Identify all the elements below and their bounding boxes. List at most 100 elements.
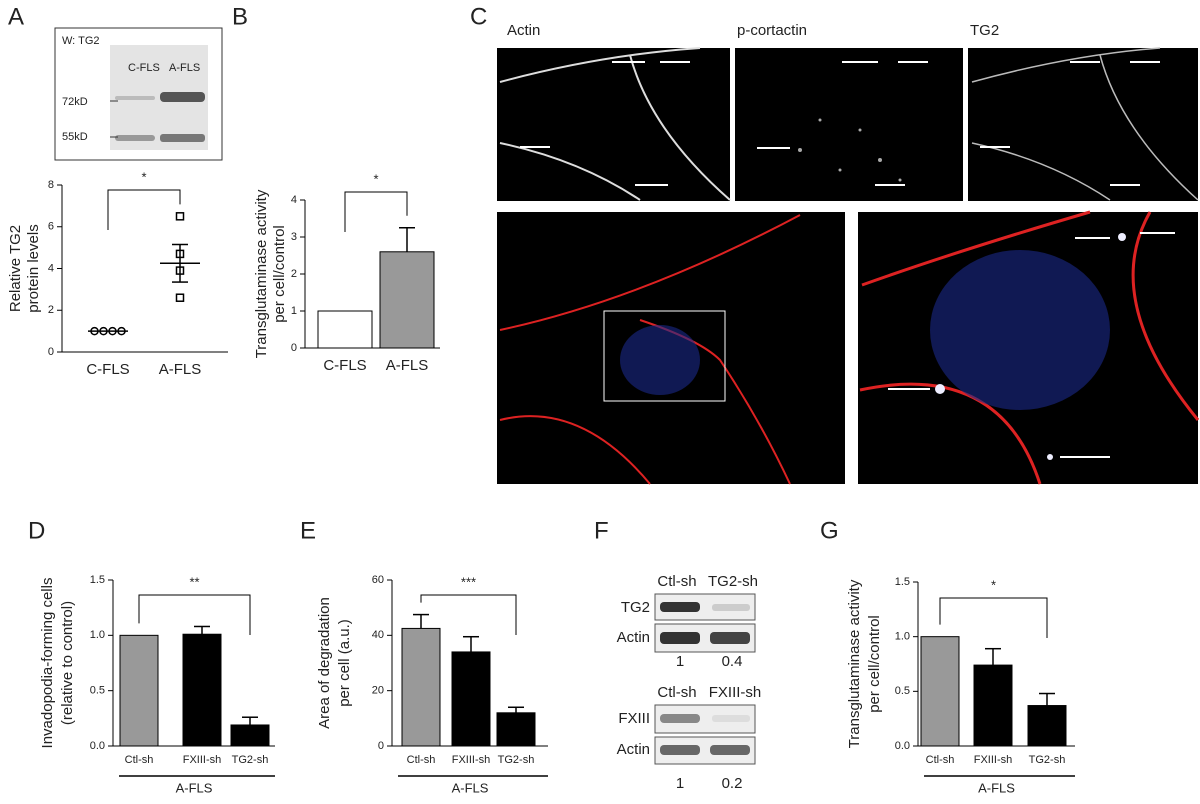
y-axis-label: per cell (a.u.) <box>336 619 353 707</box>
y-axis-label: (relative to control) <box>59 601 76 725</box>
ratio: 0.2 <box>722 775 743 792</box>
micrograph <box>497 48 730 201</box>
ratio: 1 <box>676 653 684 670</box>
row-label: TG2 <box>621 599 650 616</box>
lane-label: FXIII-sh <box>709 684 762 701</box>
bar <box>920 636 960 747</box>
micrographs <box>497 47 1200 485</box>
puncta <box>798 118 902 182</box>
significance-bracket <box>344 191 408 232</box>
significance-bracket <box>107 189 181 230</box>
blot-band <box>660 745 700 755</box>
channel-label: Actin <box>507 22 540 39</box>
bar <box>496 712 536 747</box>
y-tick-label: 2 <box>291 268 297 280</box>
actin-fiber <box>499 47 731 201</box>
blot-title: W: TG2 <box>62 35 100 47</box>
y-tick-label: 1.0 <box>90 629 105 641</box>
panel-letter: E <box>300 517 316 544</box>
x-tick-label: TG2-sh <box>232 754 269 766</box>
x-tick-label: Ctl-sh <box>125 754 154 766</box>
lane-label: Ctl-sh <box>657 684 696 701</box>
y-tick-label: 60 <box>372 574 384 586</box>
blot-band <box>660 714 700 723</box>
cell-body <box>930 250 1110 410</box>
blots-f <box>654 593 756 765</box>
blot-band <box>660 632 700 644</box>
lane-label: Ctl-sh <box>657 573 696 590</box>
zoom-box <box>603 310 726 402</box>
y-tick-label: 1.0 <box>895 631 910 643</box>
y-tick-label: 1 <box>291 305 297 317</box>
lane-label: A-FLS <box>169 62 200 74</box>
marker-label: 55kD <box>62 131 88 143</box>
significance-bracket <box>138 594 251 635</box>
blot-band <box>712 604 750 611</box>
bar <box>401 627 441 747</box>
blot-band <box>115 135 155 141</box>
x-tick-label: A-FLS <box>386 357 429 374</box>
y-axis-label: per cell/control <box>866 615 883 713</box>
blot-band <box>160 134 205 142</box>
marker-label: 72kD <box>62 96 88 108</box>
y-tick-label: 20 <box>372 685 384 697</box>
y-tick-label: 4 <box>291 194 297 206</box>
group-label: A-FLS <box>452 780 489 795</box>
x-tick-label: TG2-sh <box>498 754 535 766</box>
micrograph <box>735 48 963 201</box>
x-tick-label: Ctl-sh <box>926 754 955 766</box>
row-label: Actin <box>617 741 650 758</box>
y-tick-label: 6 <box>48 221 54 233</box>
lane-label: TG2-sh <box>708 573 758 590</box>
significance-bracket <box>939 597 1048 638</box>
puncta <box>935 233 1126 460</box>
y-tick-label: 1.5 <box>90 574 105 586</box>
blot-band <box>115 96 155 100</box>
bar <box>1027 705 1067 747</box>
blot-band <box>710 632 750 644</box>
significance-label: * <box>141 169 146 184</box>
row-label: Actin <box>617 629 650 646</box>
x-tick-label: A-FLS <box>159 361 202 378</box>
cell-body <box>620 325 700 395</box>
y-tick-label: 0.5 <box>895 685 910 697</box>
y-tick-label: 0.0 <box>895 740 910 752</box>
x-tick-label: TG2-sh <box>1029 754 1066 766</box>
ratio: 0.4 <box>722 653 743 670</box>
y-tick-label: 0 <box>48 346 54 358</box>
channel-label: TG2 <box>970 22 999 39</box>
x-tick-label: C-FLS <box>323 357 366 374</box>
blot-band <box>710 745 750 755</box>
significance-label: * <box>373 171 378 186</box>
channel-label: p-cortactin <box>737 22 807 39</box>
significance-label: * <box>991 577 996 592</box>
lane-label: C-FLS <box>128 62 160 74</box>
y-tick-label: 4 <box>48 262 54 274</box>
y-tick-label: 0 <box>291 342 297 354</box>
group-label: A-FLS <box>176 780 213 795</box>
panel-letter: G <box>820 517 839 544</box>
y-tick-label: 2 <box>48 304 54 316</box>
x-tick-label: Ctl-sh <box>407 754 436 766</box>
y-tick-label: 0.5 <box>90 685 105 697</box>
y-tick-label: 3 <box>291 231 297 243</box>
arrows <box>520 61 1175 458</box>
panel-letter: A <box>8 3 24 30</box>
panel-letter: B <box>232 3 248 30</box>
significance-bracket <box>420 594 517 635</box>
bar <box>230 724 270 747</box>
y-tick-label: 1.5 <box>895 576 910 588</box>
panel-letter: C <box>470 3 487 30</box>
y-tick-label: 0.0 <box>90 740 105 752</box>
y-axis-label: protein levels <box>25 224 42 312</box>
y-axis-label: Transglutaminase activity <box>846 579 863 748</box>
bar <box>379 251 435 349</box>
bar <box>973 664 1013 747</box>
x-tick-label: FXIII-sh <box>183 754 222 766</box>
significance-label: *** <box>461 574 476 589</box>
blot-band <box>660 602 700 612</box>
bar <box>119 634 159 747</box>
ratio: 1 <box>676 775 684 792</box>
group-label: A-FLS <box>978 780 1015 795</box>
